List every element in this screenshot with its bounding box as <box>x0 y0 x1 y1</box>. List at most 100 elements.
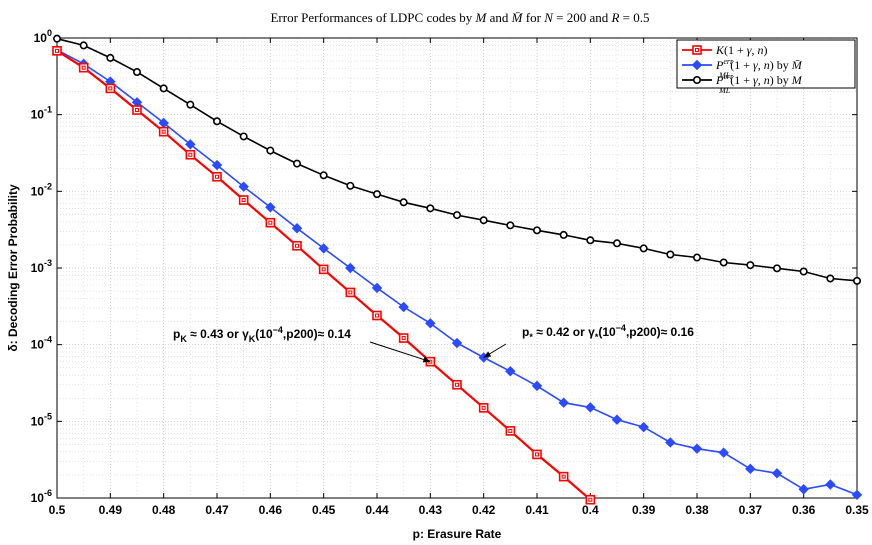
series-marker <box>585 402 596 413</box>
chart-title: Error Performances of LDPC codes by M an… <box>270 10 649 25</box>
series-marker <box>478 403 489 413</box>
legend-label-part: err <box>723 57 734 66</box>
annotation-text-part: ≈ 0.42 or γ <box>533 325 595 339</box>
series-marker <box>105 83 116 94</box>
marker-square <box>52 46 62 56</box>
annotation-text-part: * <box>595 332 599 342</box>
y-tick-exponent: -5 <box>44 411 52 421</box>
series-marker <box>452 211 461 220</box>
marker-square <box>585 494 596 505</box>
series-marker <box>692 76 701 85</box>
marker-square <box>212 171 222 182</box>
marker-square-inner <box>561 474 566 479</box>
y-tick-exponent: -2 <box>44 181 52 191</box>
x-tick-label: 0.37 <box>739 503 763 517</box>
series-marker <box>505 366 516 377</box>
series-marker <box>691 59 703 71</box>
annotation-text-part: p <box>522 325 529 339</box>
series-marker <box>611 414 623 425</box>
series-marker <box>692 253 701 262</box>
title-part-mbar: M̄ <box>511 10 524 25</box>
series-layer <box>51 34 863 505</box>
series-marker <box>558 397 569 408</box>
series-marker <box>372 310 382 321</box>
series-2 <box>51 44 863 501</box>
marker-square <box>398 333 409 343</box>
marker-square-inner <box>401 336 406 341</box>
legend-item-3: Perr ML(1 + γ, n) by M <box>682 72 803 95</box>
series-marker <box>505 426 516 436</box>
x-tick-label: 0.39 <box>632 503 656 517</box>
y-tick-label: 10-6 <box>31 488 52 505</box>
series-marker <box>746 261 755 270</box>
series-marker <box>506 221 515 230</box>
legend-label-part: γ <box>747 43 752 57</box>
y-tick-label: 100 <box>34 28 52 45</box>
series-marker <box>292 240 302 251</box>
annotation-text-part: K <box>249 334 256 344</box>
marker-square <box>452 379 462 390</box>
marker-square-inner <box>268 220 273 225</box>
legend-label-part: n <box>764 73 770 87</box>
series-marker <box>185 139 196 150</box>
series-marker <box>211 159 223 171</box>
marker-square <box>372 310 382 321</box>
legend-label-part: (1 + <box>730 58 753 72</box>
marker-square-inner <box>81 65 86 70</box>
annotation-pstar: p* ≈ 0.42 or γ*(10−4,p200)≈ 0.16 <box>483 323 694 358</box>
series-1 <box>52 46 596 505</box>
title-part-r: R <box>610 10 619 25</box>
legend-label: Perr ML(1 + γ, n) by M <box>715 72 803 95</box>
legend-label-part: n <box>758 43 764 57</box>
series-marker <box>719 258 728 267</box>
y-tick-exponent: -1 <box>44 105 52 115</box>
legend-label-part: ) <box>764 43 768 57</box>
annotations: pK ≈ 0.43 or γK(10−4,p200)≈ 0.14 p* ≈ 0.4… <box>173 323 694 363</box>
series-marker <box>265 202 276 213</box>
x-tick-label: 0.49 <box>99 503 123 517</box>
marker-square <box>158 126 169 137</box>
legend-label-part: P <box>715 58 724 72</box>
legend-label: K(1 + γ, n) <box>715 43 768 57</box>
marker-square <box>532 449 542 460</box>
marker-square <box>505 426 516 436</box>
annotation-arrow-line <box>369 341 431 363</box>
series-marker <box>52 46 62 56</box>
series-marker <box>133 68 142 77</box>
y-tick-exponent: -4 <box>44 335 52 345</box>
marker-square-inner <box>535 452 539 457</box>
x-tick-label: 0.38 <box>685 503 709 517</box>
x-tick-label: 0.43 <box>419 503 443 517</box>
marker-square <box>132 105 142 115</box>
series-marker <box>771 468 783 479</box>
marker-square <box>105 83 116 94</box>
series-marker <box>371 282 383 294</box>
annotation-text-part: ,p200)≈ 0.14 <box>283 327 351 341</box>
y-tick-label: 10-4 <box>31 335 52 352</box>
series-marker <box>318 264 329 275</box>
title-part-5: = 0.5 <box>619 10 649 25</box>
marker-square <box>318 264 329 275</box>
legend-label-part: (1 + <box>730 73 753 87</box>
series-marker <box>558 471 569 482</box>
legend-label-part: P <box>715 73 724 87</box>
series-marker <box>612 239 621 248</box>
x-tick-label: 0.46 <box>259 503 283 517</box>
series-marker <box>186 100 195 109</box>
series-marker <box>851 489 863 501</box>
marker-square-inner <box>241 198 246 203</box>
series-marker <box>398 301 409 313</box>
series-marker <box>745 463 756 475</box>
marker-square <box>265 217 276 228</box>
annotation-arrow-head <box>422 356 431 363</box>
title-part-1: Error Performances of LDPC codes by <box>270 10 475 25</box>
annotation-text-part: p <box>173 327 180 341</box>
legend-label-part: err <box>723 72 734 81</box>
marker-square-inner <box>508 428 513 433</box>
series-marker <box>531 380 543 392</box>
legend-label-part: (1 + <box>724 43 747 57</box>
series-marker <box>425 318 436 329</box>
marker-square-inner <box>188 152 193 157</box>
series-marker <box>399 198 408 207</box>
